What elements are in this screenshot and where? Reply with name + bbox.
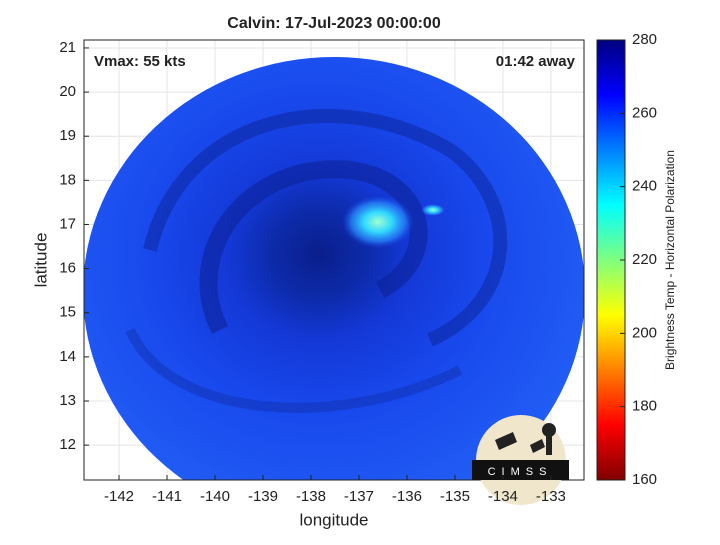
x-tick-label: -142 xyxy=(104,488,134,505)
colorbar-tick-label: 240 xyxy=(632,178,657,195)
colorbar-tick-label: 220 xyxy=(632,251,657,268)
colorbar-tick-label: 280 xyxy=(632,31,657,48)
colorbar-tick-label: 180 xyxy=(632,398,657,415)
axes-box xyxy=(83,39,585,481)
swath-image xyxy=(84,57,584,480)
x-tick-label: -133 xyxy=(536,488,566,505)
annotation: 01:42 away xyxy=(496,53,576,70)
x-tick-label: -136 xyxy=(392,488,422,505)
y-tick-label: 15 xyxy=(59,304,76,321)
colorbar-tick-label: 260 xyxy=(632,104,657,121)
logo-text: CIMSS xyxy=(488,466,553,478)
y-tick-label: 13 xyxy=(59,392,76,409)
annotation: Vmax: 55 kts xyxy=(94,53,186,70)
y-tick-label: 21 xyxy=(59,39,76,56)
y-tick-label: 19 xyxy=(59,127,76,144)
y-tick-label: 20 xyxy=(59,83,76,100)
y-tick-label: 18 xyxy=(59,171,76,188)
x-tick-label: -141 xyxy=(152,488,182,505)
y-tick-label: 12 xyxy=(59,436,76,453)
cimss-logo: CIMSS xyxy=(472,415,569,505)
x-tick-label: -137 xyxy=(344,488,374,505)
x-tick-label: -135 xyxy=(440,488,470,505)
x-tick-label: -138 xyxy=(296,488,326,505)
colorbar-tick-label: 160 xyxy=(632,471,657,488)
y-tick-label: 14 xyxy=(59,348,76,365)
chart-title: Calvin: 17-Jul-2023 00:00:00 xyxy=(227,15,441,32)
colorbar-tick-label: 200 xyxy=(632,324,657,341)
x-tick-label: -134 xyxy=(488,488,518,505)
y-tick-label: 17 xyxy=(59,215,76,232)
x-tick-label: -139 xyxy=(248,488,278,505)
colorbar-label: Brightness Temp - Horizontal Polarizatio… xyxy=(663,150,677,370)
y-axis-label: latitude xyxy=(31,233,50,288)
x-tick-label: -140 xyxy=(200,488,230,505)
y-tick-label: 16 xyxy=(59,260,76,277)
x-axis-label: longitude xyxy=(299,510,368,529)
